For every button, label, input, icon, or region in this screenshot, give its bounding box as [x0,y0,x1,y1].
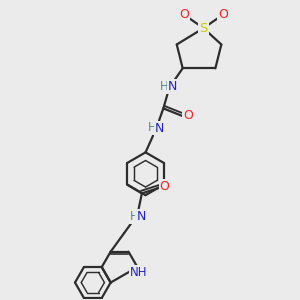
Text: O: O [160,180,170,193]
Text: S: S [199,22,208,34]
Text: N: N [168,80,178,94]
Text: O: O [218,8,228,21]
Text: O: O [183,109,193,122]
Text: O: O [179,8,189,21]
Text: H: H [148,121,157,134]
Text: NH: NH [130,266,148,279]
Text: H: H [160,80,168,93]
Text: N: N [155,122,164,135]
Text: N: N [136,210,146,223]
Text: H: H [130,210,138,223]
